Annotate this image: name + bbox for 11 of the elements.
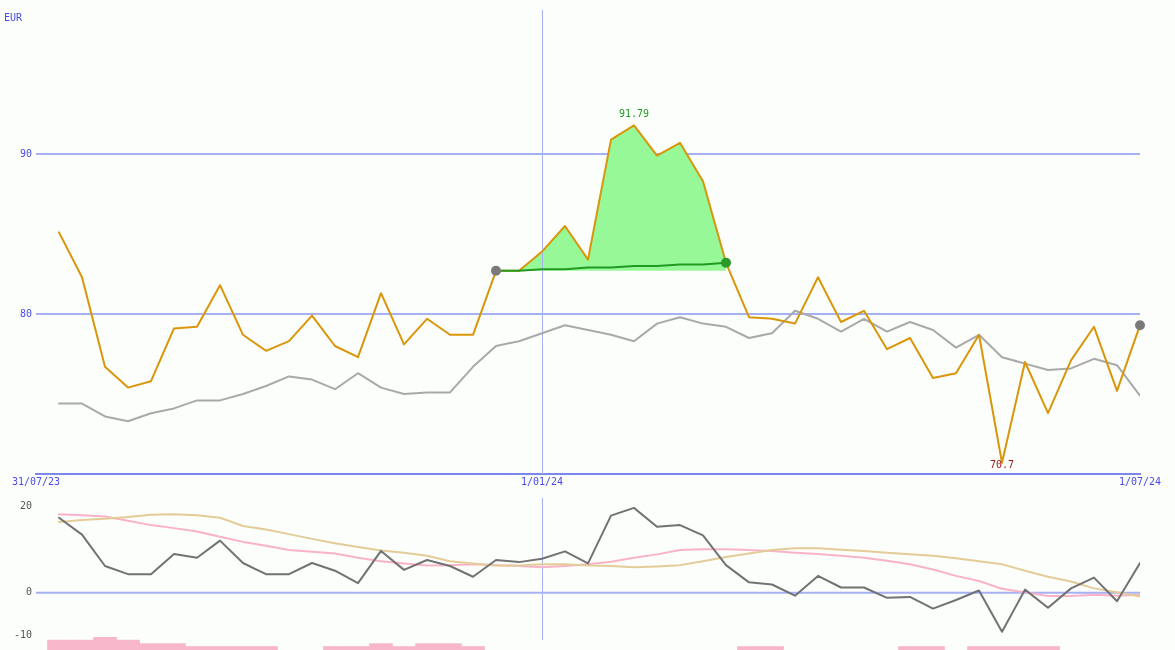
y-tick-label: 0	[25, 586, 32, 598]
y-axis-title: EUR	[4, 11, 24, 23]
y-tick-label: 80	[19, 307, 32, 319]
y-tick-label: 90	[19, 147, 32, 159]
x-tick-label: 31/07/23	[11, 475, 61, 487]
x-tick-label: 1/01/24	[520, 475, 564, 487]
annotation: 91.79	[618, 107, 650, 119]
y-tick-label: 20	[19, 500, 32, 512]
x-tick-label: 1/07/24	[1118, 475, 1162, 487]
y-tick-label: -10	[13, 629, 32, 641]
annotation: 70.7	[989, 458, 1015, 470]
